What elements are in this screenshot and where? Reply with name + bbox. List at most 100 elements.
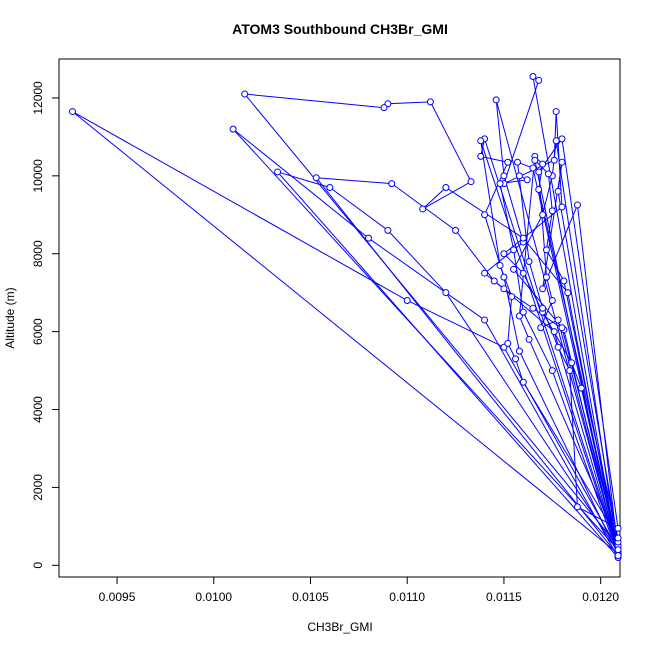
data-point: [614, 524, 622, 532]
series-line-segment: [561, 138, 619, 529]
series-line-segment: [480, 140, 619, 554]
x-tick-label: 0.0100: [195, 590, 232, 604]
series-line-segment: [422, 181, 472, 210]
data-point: [384, 226, 392, 234]
series-line-segment: [547, 173, 553, 211]
series-line-segment: [484, 319, 619, 558]
series-line-segment: [503, 80, 540, 184]
series-line-segment: [72, 111, 619, 555]
x-tick-label: 0.0110: [389, 590, 425, 604]
data-point: [529, 304, 537, 312]
data-point: [535, 168, 543, 176]
data-point: [535, 185, 543, 193]
data-point: [560, 277, 568, 285]
series-line-segment: [406, 300, 505, 348]
y-axis: 0 2000 4000 6000 8000 10000 12000: [31, 81, 60, 569]
data-point: [504, 339, 512, 347]
series-line-segment: [232, 128, 619, 551]
data-point: [531, 156, 539, 164]
series-line-segment: [551, 370, 619, 556]
data-point: [365, 234, 373, 242]
data-point: [614, 552, 622, 560]
data-point: [548, 367, 556, 375]
data-point: [312, 174, 320, 182]
series-line-segment: [429, 101, 472, 182]
series-line-segment: [244, 93, 619, 547]
data-point: [515, 172, 523, 180]
data-point: [573, 503, 581, 511]
series-line-segment: [503, 206, 563, 255]
x-tick-label: 0.0105: [292, 590, 329, 604]
data-point: [496, 180, 504, 188]
series-line-segment: [569, 370, 578, 507]
y-tick-label: 0: [31, 562, 45, 569]
series-line-segment: [72, 111, 408, 301]
series-line-segment: [522, 311, 553, 371]
data-point: [515, 347, 523, 355]
data-point: [442, 184, 450, 192]
data-point: [548, 296, 556, 304]
data-point: [492, 96, 500, 104]
series-line-segment: [495, 99, 505, 176]
y-tick-label: 8000: [31, 240, 45, 267]
series-line-segment: [387, 101, 431, 105]
data-point: [614, 534, 622, 542]
data-point: [552, 137, 560, 145]
y-tick-label: 4000: [31, 396, 45, 423]
series-line-segment: [244, 93, 385, 109]
series-line-segment: [576, 204, 619, 552]
data-point: [490, 277, 498, 285]
data-point: [564, 289, 572, 297]
data-point: [529, 164, 537, 172]
data-point: [274, 168, 282, 176]
data-point: [477, 152, 485, 160]
series-line-segment: [518, 156, 536, 317]
data-point: [552, 108, 560, 116]
data-point: [519, 308, 527, 316]
data-point: [477, 137, 485, 145]
data-point: [554, 316, 562, 324]
data-point: [481, 316, 489, 324]
y-tick-label: 6000: [31, 318, 45, 345]
data-point: [512, 355, 520, 363]
series-line-segment: [513, 268, 563, 329]
series-line-segment: [518, 315, 530, 340]
series-line-segment: [557, 319, 619, 554]
data-point: [550, 328, 558, 336]
series-line-segment: [542, 175, 553, 215]
data-point: [519, 378, 527, 386]
y-tick-label: 2000: [31, 474, 45, 501]
series-line-segment: [528, 261, 544, 309]
data-point: [510, 246, 518, 254]
data-point: [481, 211, 489, 219]
series-line-segment: [518, 350, 619, 555]
data-point: [500, 250, 508, 258]
data-point: [573, 201, 581, 209]
data-point: [577, 384, 585, 392]
series-line-segment: [480, 155, 508, 163]
series-line-segment: [499, 183, 515, 250]
data-point: [500, 172, 508, 180]
series-line-segment: [277, 171, 619, 558]
series-line-segment: [555, 140, 619, 555]
data-point: [550, 156, 558, 164]
series-line-segment: [534, 160, 619, 556]
data-point: [525, 335, 533, 343]
data-point: [614, 546, 622, 554]
data-point: [544, 170, 552, 178]
data-point: [523, 176, 531, 184]
data-point: [241, 90, 249, 98]
series-line-segment: [499, 265, 513, 297]
x-axis-label: CH3Br_GMI: [307, 620, 372, 634]
data-point: [539, 160, 547, 168]
series-line-segment: [484, 138, 619, 552]
y-axis-label: Altitude (m): [3, 287, 17, 348]
series-line-segment: [232, 128, 369, 239]
series-line-segment: [557, 346, 571, 371]
data-point: [519, 269, 527, 277]
series-line-segment: [540, 300, 553, 328]
data-point: [481, 269, 489, 277]
x-tick-label: 0.0120: [582, 590, 619, 604]
data-point: [568, 359, 576, 367]
